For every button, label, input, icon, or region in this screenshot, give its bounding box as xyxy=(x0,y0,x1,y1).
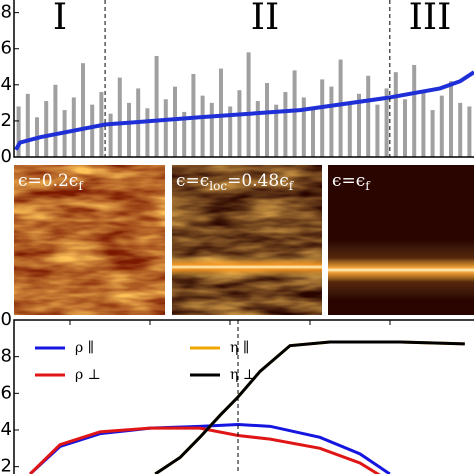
bar xyxy=(366,75,371,157)
bar xyxy=(430,110,435,157)
frame xyxy=(13,0,474,158)
y-tick-label: 4 xyxy=(1,74,12,95)
series-line xyxy=(154,340,465,474)
bar xyxy=(283,92,288,157)
heatmap-glow xyxy=(328,240,474,300)
heatmap-label: ϵ=ϵf xyxy=(332,171,371,193)
region-label: II xyxy=(251,0,279,38)
legend-label: ρ ∥ xyxy=(75,340,94,356)
y-tick-label: 4 xyxy=(1,419,12,440)
bar xyxy=(458,102,463,157)
bottom-panel: ρ ∥ ρ ⊥ η ∥ η ⊥ 0 8 6 4 2 xyxy=(1,309,474,474)
bar xyxy=(384,88,389,157)
bar xyxy=(200,95,205,157)
bar xyxy=(16,106,21,157)
bar xyxy=(338,59,343,157)
plot-area xyxy=(14,52,474,157)
bar xyxy=(301,97,306,157)
bar xyxy=(145,108,150,157)
bar xyxy=(191,73,196,157)
y-tick-label: 2 xyxy=(1,110,12,131)
label-subscript: loc xyxy=(209,179,227,193)
bar xyxy=(228,106,233,157)
region-label: III xyxy=(409,0,452,38)
label-text: ϵ=ϵ xyxy=(332,171,365,191)
heatmap: ϵ=ϵloc=0.48ϵf xyxy=(172,165,322,315)
label-text: ϵ=ϵ xyxy=(176,171,209,191)
y-tick-label: 6 xyxy=(1,38,12,59)
bar xyxy=(53,84,58,157)
legend-label: η ∥ xyxy=(230,340,249,356)
heatmap-band xyxy=(172,255,322,279)
bar xyxy=(265,83,269,157)
y-tick-label: 6 xyxy=(1,382,12,403)
region-label: I xyxy=(53,0,67,38)
y-tick-label: 0 xyxy=(1,146,12,167)
y-tick-label: 8 xyxy=(1,346,12,367)
bar xyxy=(439,95,444,157)
bar xyxy=(71,97,76,157)
bar xyxy=(357,93,361,157)
plot-area xyxy=(29,340,465,474)
label-text: =0.48ϵ xyxy=(227,171,289,191)
bar xyxy=(246,52,251,157)
bar xyxy=(421,92,426,157)
series-line xyxy=(29,422,391,474)
y-tick-label: 0 xyxy=(1,309,12,330)
bar xyxy=(219,68,223,157)
bar xyxy=(90,104,95,157)
label-subscript: f xyxy=(365,179,371,193)
bar xyxy=(320,79,325,157)
bar xyxy=(375,104,380,157)
heatmap-texture xyxy=(172,165,322,315)
label-text: ϵ=0.2ϵ xyxy=(18,171,78,191)
bar xyxy=(81,63,85,157)
series-line xyxy=(29,426,381,474)
heatmap-label: ϵ=0.2ϵf xyxy=(18,171,84,193)
bar xyxy=(127,102,131,157)
bar xyxy=(347,102,352,157)
bar xyxy=(292,70,297,157)
series-line xyxy=(154,340,465,474)
heatmap: ϵ=0.2ϵf xyxy=(14,165,165,315)
heatmap-texture xyxy=(14,165,165,315)
bar xyxy=(403,99,407,157)
bar xyxy=(311,108,315,157)
bar xyxy=(412,64,417,157)
bar xyxy=(449,81,453,157)
legend-label: ρ ⊥ xyxy=(75,367,101,383)
heatmap: ϵ=ϵf xyxy=(328,165,474,315)
label-subscript: f xyxy=(289,179,295,193)
label-subscript: f xyxy=(78,179,84,193)
bar xyxy=(25,93,30,157)
bar xyxy=(182,111,187,157)
y-tick-label: 2 xyxy=(1,456,12,474)
bar xyxy=(329,86,334,157)
bar xyxy=(467,106,472,157)
bar xyxy=(237,90,242,157)
bar xyxy=(44,101,49,157)
bar xyxy=(393,72,398,157)
frame xyxy=(13,319,474,474)
bar xyxy=(255,101,260,157)
y-tick-label: 8 xyxy=(1,2,12,23)
curve xyxy=(14,70,474,151)
bar xyxy=(154,55,159,157)
bar xyxy=(117,77,122,157)
bar xyxy=(173,86,177,157)
heatmap-row: ϵ=0.2ϵf ϵ=ϵloc=0.48ϵf ϵ=ϵf xyxy=(14,165,474,315)
bar xyxy=(163,99,168,157)
bar xyxy=(274,104,279,157)
bar xyxy=(108,113,113,157)
bar xyxy=(209,102,214,157)
heatmap-label: ϵ=ϵloc=0.48ϵf xyxy=(176,171,295,193)
legend-label: η ⊥ xyxy=(230,367,256,383)
